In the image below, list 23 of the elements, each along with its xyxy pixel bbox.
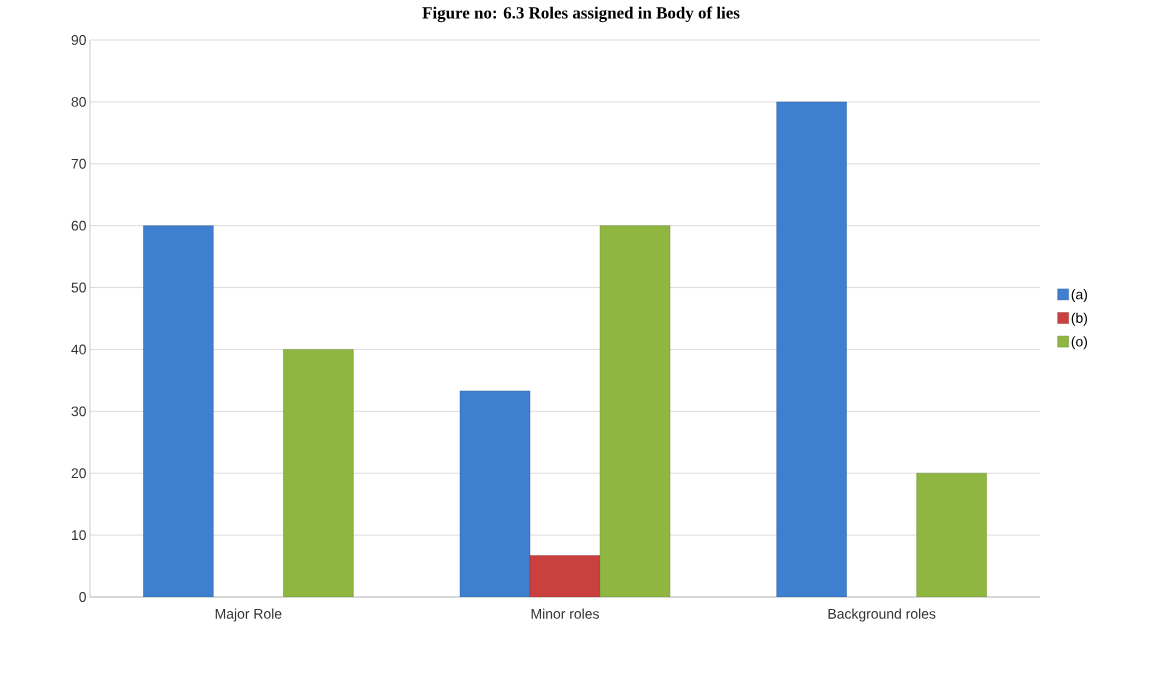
- y-tick-label: 50: [71, 282, 86, 293]
- y-tick-label: 10: [72, 530, 86, 541]
- y-tick-label: 0: [79, 592, 86, 602]
- y-tick-label: 90: [71, 35, 86, 45]
- bar: [143, 225, 214, 597]
- x-tick-label: Background roles: [828, 608, 936, 622]
- x-tick-label: Major Role: [215, 608, 282, 622]
- bar: [459, 390, 531, 597]
- y-tick-label: 20: [71, 468, 86, 479]
- y-tick-label: 60: [71, 220, 86, 231]
- legend-label: (b): [1071, 312, 1088, 326]
- bar: [599, 225, 671, 597]
- legend-label: (a): [1071, 289, 1088, 303]
- bar: [283, 349, 354, 597]
- y-tick-label: 80: [71, 96, 86, 107]
- y-tick-label: 70: [71, 158, 86, 169]
- y-tick-label: 40: [71, 344, 86, 355]
- y-tick-label: 30: [71, 406, 86, 417]
- x-tick-label: Minor roles: [531, 608, 599, 619]
- bar: [776, 101, 847, 597]
- chart-title: Figure no: 6.3 Roles assigned in Body of lies: [422, 6, 740, 23]
- bar: [916, 473, 987, 597]
- legend-label: (o): [1071, 336, 1088, 350]
